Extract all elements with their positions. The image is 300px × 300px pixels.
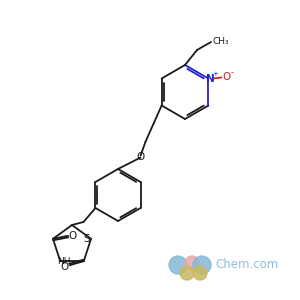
Text: N: N: [206, 74, 215, 83]
Text: Chem.com: Chem.com: [215, 259, 278, 272]
Text: NH: NH: [58, 257, 71, 266]
Text: O: O: [61, 262, 69, 272]
Text: S: S: [84, 234, 90, 244]
Text: O: O: [222, 73, 230, 82]
Circle shape: [169, 256, 187, 274]
Circle shape: [185, 256, 199, 270]
Text: +: +: [212, 70, 218, 76]
Circle shape: [193, 266, 207, 280]
Circle shape: [193, 256, 211, 274]
Text: -: -: [231, 68, 234, 77]
Circle shape: [180, 266, 194, 280]
Text: O: O: [69, 231, 77, 241]
Text: CH₃: CH₃: [213, 38, 229, 46]
Text: O: O: [136, 152, 145, 161]
